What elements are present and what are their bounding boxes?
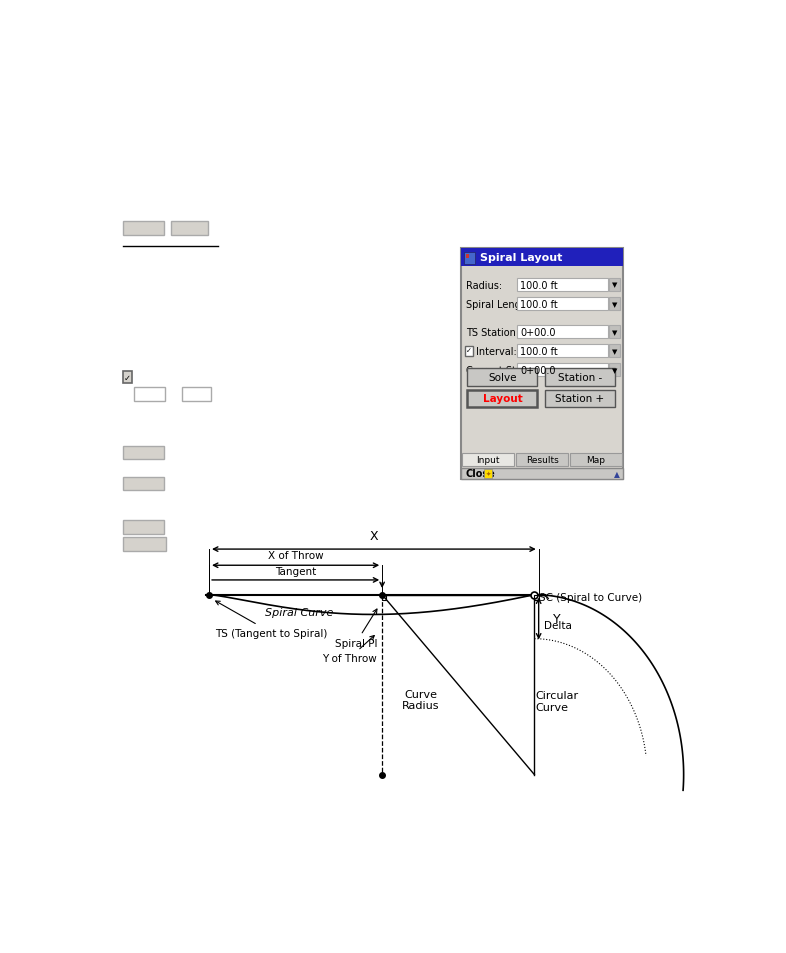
Text: Curve
Radius: Curve Radius bbox=[402, 689, 440, 711]
Text: 100.0 ft: 100.0 ft bbox=[520, 346, 558, 356]
Bar bbox=[461, 249, 623, 267]
Bar bbox=[484, 470, 492, 478]
Bar bbox=[517, 326, 608, 339]
Bar bbox=[123, 372, 132, 384]
Bar bbox=[123, 446, 164, 459]
Text: SC (Spiral to Curve): SC (Spiral to Curve) bbox=[539, 592, 642, 602]
Text: Spiral Length:: Spiral Length: bbox=[466, 299, 534, 310]
Text: Current Sta:: Current Sta: bbox=[466, 365, 525, 375]
Bar bbox=[123, 477, 164, 491]
Text: Interval:: Interval: bbox=[476, 346, 516, 356]
Text: Delta: Delta bbox=[544, 620, 571, 631]
Bar bbox=[465, 254, 469, 259]
Text: TS Station:: TS Station: bbox=[466, 327, 520, 337]
Bar bbox=[609, 298, 620, 311]
Text: Close: Close bbox=[465, 469, 495, 479]
Bar bbox=[570, 454, 622, 467]
Text: ▼: ▼ bbox=[612, 330, 618, 335]
Text: Y of Throw: Y of Throw bbox=[321, 636, 376, 663]
Text: Circular
Curve: Circular Curve bbox=[535, 690, 578, 712]
Text: 0+00.0: 0+00.0 bbox=[520, 365, 556, 375]
Text: X: X bbox=[369, 530, 378, 543]
Bar bbox=[517, 345, 608, 358]
Bar bbox=[609, 364, 620, 377]
Bar bbox=[516, 454, 567, 467]
Text: ▼: ▼ bbox=[612, 349, 618, 355]
Text: ▲: ▲ bbox=[614, 470, 619, 478]
Text: ✦: ✦ bbox=[486, 472, 490, 476]
Bar bbox=[461, 468, 623, 479]
Text: Station +: Station + bbox=[555, 395, 604, 404]
Text: Results: Results bbox=[526, 456, 558, 464]
Bar bbox=[465, 253, 475, 265]
Bar bbox=[465, 347, 473, 356]
Bar bbox=[123, 521, 164, 534]
Text: ▼: ▼ bbox=[612, 368, 618, 374]
Text: ▼: ▼ bbox=[612, 282, 618, 289]
Text: Input: Input bbox=[476, 456, 500, 464]
Bar bbox=[462, 454, 514, 467]
Bar bbox=[545, 369, 615, 387]
Bar bbox=[123, 537, 167, 551]
Text: Radius:: Radius: bbox=[466, 280, 502, 291]
Text: 100.0 ft: 100.0 ft bbox=[520, 280, 558, 291]
Text: Solve: Solve bbox=[488, 373, 516, 383]
Text: Map: Map bbox=[586, 456, 605, 464]
Text: X of Throw: X of Throw bbox=[268, 551, 323, 560]
Text: 100.0 ft: 100.0 ft bbox=[520, 299, 558, 310]
Text: Tangent: Tangent bbox=[275, 567, 316, 577]
Bar bbox=[182, 388, 211, 402]
Text: ✓: ✓ bbox=[124, 374, 131, 382]
Text: Layout: Layout bbox=[483, 395, 522, 404]
Bar bbox=[609, 345, 620, 358]
Bar bbox=[609, 278, 620, 292]
Bar bbox=[123, 221, 164, 236]
Text: TS (Tangent to Spiral): TS (Tangent to Spiral) bbox=[215, 601, 328, 638]
Bar bbox=[609, 326, 620, 339]
Text: Spiral PI: Spiral PI bbox=[335, 609, 377, 648]
Text: ✓: ✓ bbox=[466, 348, 472, 354]
Bar bbox=[517, 298, 608, 311]
Bar bbox=[468, 391, 538, 408]
Bar bbox=[517, 278, 608, 292]
Text: Spiral Curve: Spiral Curve bbox=[265, 607, 333, 618]
Bar bbox=[134, 388, 165, 402]
Text: Y: Y bbox=[553, 613, 561, 625]
Bar bbox=[171, 221, 208, 236]
Text: Station -: Station - bbox=[557, 373, 602, 383]
Bar bbox=[468, 369, 538, 387]
Bar bbox=[461, 249, 623, 479]
Bar bbox=[545, 391, 615, 408]
Text: 0+00.0: 0+00.0 bbox=[520, 327, 556, 337]
Text: ▼: ▼ bbox=[612, 301, 618, 308]
Text: Spiral Layout: Spiral Layout bbox=[479, 253, 562, 263]
Bar bbox=[517, 364, 608, 377]
